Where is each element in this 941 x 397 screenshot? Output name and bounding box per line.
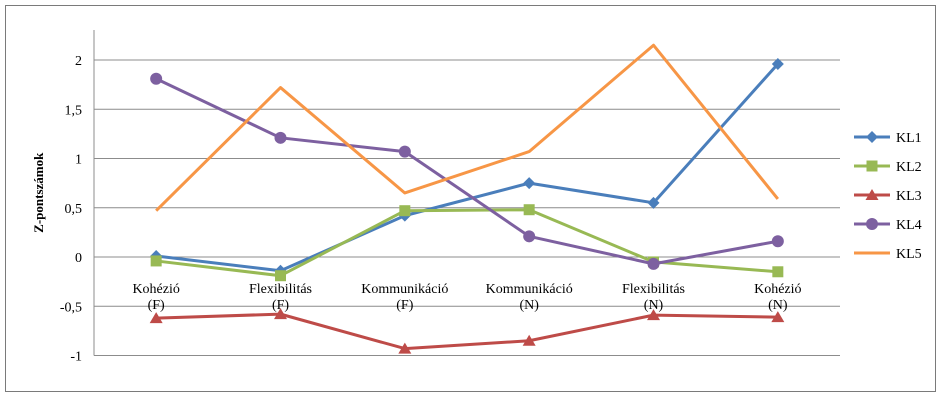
data-point-kl4: [523, 230, 536, 243]
x-tick-label: (N): [644, 298, 664, 313]
data-point-kl2: [772, 266, 784, 278]
legend-label-kl4: KL4: [896, 218, 922, 233]
data-point-kl2: [150, 255, 162, 267]
data-point-kl1: [523, 177, 536, 190]
x-tick-label: Kommunikáció: [486, 282, 573, 297]
legend-label-kl1: KL1: [896, 131, 922, 146]
x-tick-label: (F): [148, 298, 165, 313]
legend-marker-kl2: [866, 160, 878, 172]
y-tick-label: -0,5: [60, 300, 82, 315]
legend-marker-kl1: [866, 131, 878, 143]
data-point-kl4: [771, 235, 784, 248]
legend-marker-kl4: [866, 218, 878, 230]
y-axis-title: Z-pontszámok: [31, 152, 46, 233]
y-tick-label: 1: [75, 153, 82, 168]
x-tick-label: (N): [519, 298, 539, 313]
y-tick-label: 0,5: [65, 202, 83, 217]
legend-label-kl5: KL5: [896, 247, 922, 262]
data-point-kl3: [398, 342, 412, 354]
legend-label-kl3: KL3: [896, 189, 922, 204]
x-tick-label: (N): [768, 298, 788, 313]
data-point-kl4: [274, 131, 287, 144]
data-point-kl4: [150, 72, 163, 85]
y-tick-label: -1: [70, 350, 82, 365]
data-point-kl1: [771, 57, 784, 70]
data-point-kl4: [398, 145, 411, 158]
y-tick-label: 1,5: [65, 103, 83, 118]
x-tick-label: (F): [396, 298, 413, 313]
x-tick-label: Flexibilitás: [622, 282, 685, 297]
data-point-kl3: [522, 334, 536, 346]
series-line-kl1: [155, 62, 779, 273]
series-line-kl3: [156, 312, 778, 351]
data-point-kl4: [647, 257, 660, 270]
series-line-kl5: [155, 43, 779, 212]
x-tick-label: Kohézió: [754, 282, 801, 297]
data-point-kl3: [771, 311, 785, 323]
x-tick-label: Kommunikáció: [361, 282, 448, 297]
chart-frame: 2 1,5 1 0,5 0 -0,5 -1 Z-pontszámok Kohézió (F) Fle…: [5, 5, 936, 392]
data-point-kl2: [275, 270, 286, 282]
line-chart: 21,510,50-0,5-1Z-pontszámokKohézió(F)Fle…: [31, 30, 922, 365]
series-line-kl2: [155, 208, 778, 278]
x-tick-label: (F): [272, 298, 289, 313]
y-tick-label: 2: [75, 54, 82, 69]
data-point-kl2: [523, 204, 535, 216]
x-tick-label: Kohézió: [132, 282, 179, 297]
series-line-kl4: [155, 77, 779, 266]
data-point-kl3: [149, 312, 163, 324]
x-tick-label: Flexibilitás: [249, 282, 312, 297]
data-point-kl3: [647, 309, 660, 321]
y-tick-label: 0: [75, 251, 82, 266]
data-point-kl3: [274, 308, 287, 320]
legend-label-kl2: KL2: [896, 160, 922, 175]
data-point-kl1: [647, 196, 660, 209]
data-point-kl2: [399, 205, 411, 217]
legend-marker-kl3: [865, 189, 879, 200]
